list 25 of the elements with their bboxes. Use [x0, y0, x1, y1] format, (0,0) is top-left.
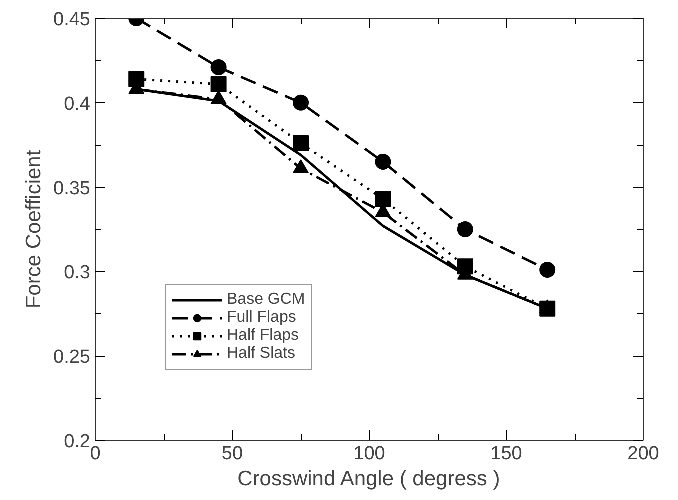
y-tick-label: 0.3	[64, 262, 91, 284]
point	[293, 135, 309, 152]
legend-label: Base GCM	[227, 291, 306, 309]
point	[293, 94, 309, 111]
legend-label: Half Slats	[227, 345, 296, 363]
x-tick-label: 50	[222, 444, 244, 464]
point	[375, 191, 392, 208]
x-tick-label: 200	[628, 444, 660, 464]
y-tick-label: 0.4	[64, 94, 91, 115]
point	[457, 222, 474, 238]
point	[375, 154, 392, 170]
y-tick-label: 0.35	[54, 178, 91, 200]
y-tick-label: 0.45	[54, 10, 91, 30]
x-axis-title: Crosswind Angle ( degress )	[238, 468, 500, 490]
x-tick-label: 150	[490, 444, 522, 464]
x-tick-label: 100	[354, 444, 386, 464]
legend-label: Full Flaps	[227, 309, 296, 327]
point	[540, 262, 556, 278]
point	[210, 76, 227, 92]
y-axis-title: Force Coefficient	[22, 150, 46, 309]
legend-label: Half Flaps	[227, 327, 300, 345]
point	[210, 59, 227, 76]
y-tick-label: 0.2	[64, 432, 91, 452]
y-tick-label: 0.25	[54, 347, 91, 368]
x-tick-label: 0	[90, 444, 101, 464]
